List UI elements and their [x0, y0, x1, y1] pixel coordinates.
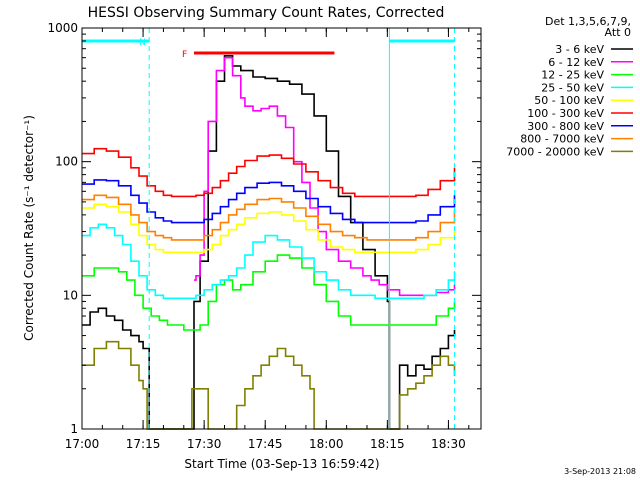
- series-line-2: [82, 254, 456, 331]
- y-tick-label-3: 1000: [47, 21, 78, 35]
- plot-frame: [81, 27, 482, 430]
- x-tick-label-5: 18:15: [370, 437, 405, 451]
- chart-title: HESSI Observing Summary Count Rates, Cor…: [88, 5, 445, 21]
- series-line-8: [82, 340, 456, 430]
- series-line-7: [82, 194, 456, 241]
- legend-label-6: 300 - 800 keV: [527, 120, 604, 133]
- y-tick-label-1: 10: [63, 288, 78, 302]
- series-line-1: [194, 56, 456, 297]
- legend-header-line-1: Det 1,3,5,6,7,9,: [545, 15, 631, 28]
- timestamp: 3-Sep-2013 21:08: [564, 467, 636, 476]
- series-line-3: [82, 223, 456, 300]
- y-tick-label-2: 100: [55, 155, 78, 169]
- flag-label-0: N: [139, 38, 146, 48]
- legend-label-5: 100 - 300 keV: [527, 107, 604, 120]
- x-tick-label-4: 18:00: [309, 437, 344, 451]
- legend-label-3: 25 - 50 keV: [541, 81, 604, 94]
- legend-label-4: 50 - 100 keV: [534, 94, 604, 107]
- y-axis-label: Corrected Count Rate (s⁻¹ detector⁻¹): [22, 115, 36, 341]
- x-tick-label-3: 17:45: [248, 437, 283, 451]
- legend-label-1: 6 - 12 keV: [548, 56, 604, 69]
- series-line-6: [82, 179, 456, 224]
- x-tick-label-0: 17:00: [65, 437, 100, 451]
- x-tick-label-2: 17:30: [187, 437, 222, 451]
- x-tick-label-1: 17:15: [126, 437, 161, 451]
- series-line-4: [82, 203, 456, 254]
- series-line-0: [82, 55, 456, 430]
- legend-label-8: 7000 - 20000 keV: [506, 145, 604, 158]
- flag-label-1: F: [182, 50, 187, 60]
- series-line-5: [82, 147, 456, 198]
- legend-label-0: 3 - 6 keV: [555, 43, 604, 56]
- legend-label-7: 800 - 7000 keV: [520, 133, 604, 146]
- legend-label-2: 12 - 25 keV: [541, 69, 604, 82]
- x-axis-label: Start Time (03-Sep-13 16:59:42): [184, 457, 379, 471]
- x-tick-label-6: 18:30: [431, 437, 466, 451]
- y-tick-label-0: 1: [70, 422, 78, 436]
- plot-area: N F 1 10 100 1000 17:00 17:15 17:30 17:45 18:00 18:…: [47, 21, 482, 451]
- legend-header-line-2: Att 0: [605, 26, 631, 39]
